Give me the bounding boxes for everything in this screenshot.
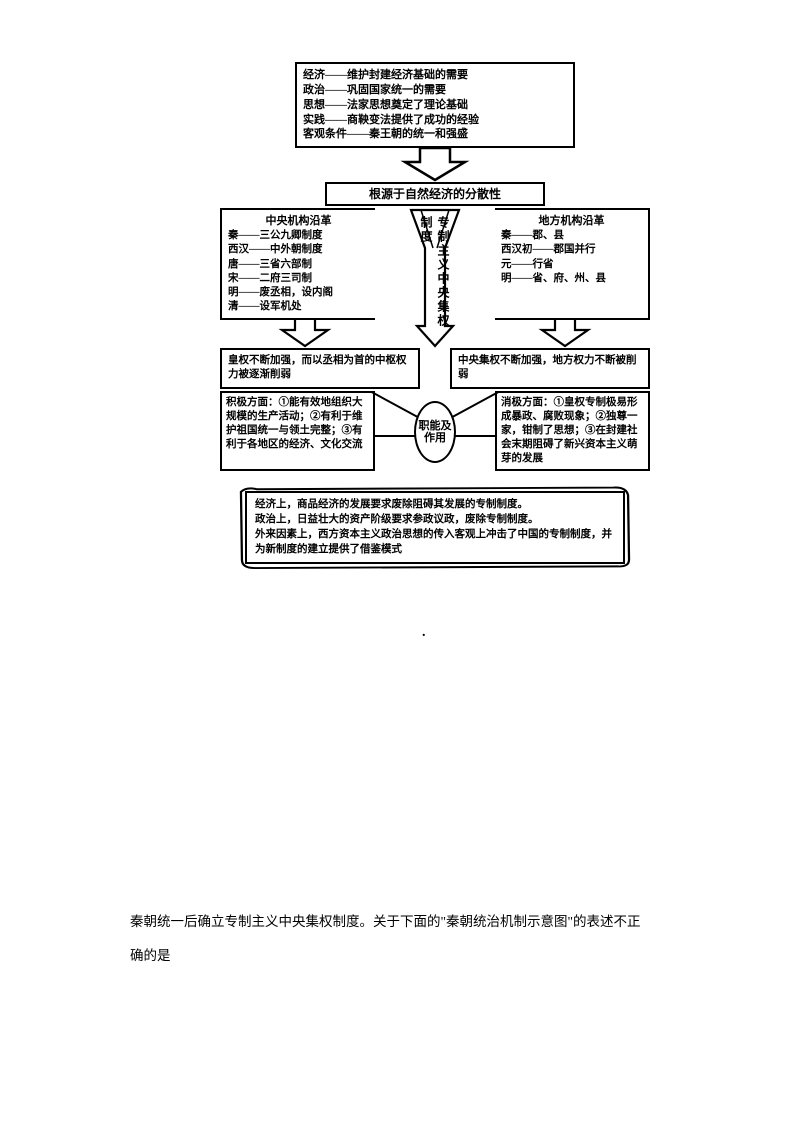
dynasty: 唐: [228, 259, 239, 270]
dynasty: 宋: [228, 273, 239, 284]
banner-line: 经济上，商品经济的发展要求废除阻碍其发展的专制制度。: [255, 498, 615, 513]
banner-line: 外来因素上，西方资本主义政治思想的传入客观上冲击了中国的专制制度，并为新制度的建…: [255, 528, 615, 557]
banner-line: 政治上，日益壮大的资产阶级要求参政议政，废除专制制度。: [255, 513, 615, 528]
local-title: 地方机构沿革: [501, 214, 642, 229]
positive-effects-box: 积极方面：①能有效地组织大规模的生产活动；②有利于维护祖国统一与领土完整；③有利…: [220, 391, 375, 472]
dynasty: 秦: [228, 230, 239, 241]
inst: 二府三司制: [260, 273, 313, 284]
cause-key: 政治: [303, 84, 325, 96]
cause-val: 法家思想奠定了理论基础: [347, 99, 468, 111]
inst: 三省六部制: [260, 259, 313, 270]
root-box: 根源于自然经济的分散性: [325, 182, 545, 206]
function-oval: 职能及作用: [414, 401, 456, 463]
inst: 设军机处: [260, 301, 302, 312]
causes-box: 经济——维护封建经济基础的需要 政治——巩固国家统一的需要 思想——法家思想奠定…: [295, 62, 575, 148]
result-right-text: 中央集权不断加强，地方权力不断被削弱: [458, 355, 637, 380]
cause-val: 巩固国家统一的需要: [347, 84, 446, 96]
funnel-icon: 专制主义中央集权制度: [405, 208, 465, 338]
question-line: 确的是: [130, 939, 700, 973]
result-left-text: 皇权不断加强，而以丞相为首的中枢权力被逐渐削弱: [228, 355, 407, 380]
result-left-box: 皇权不断加强，而以丞相为首的中枢权力被逐渐削弱: [220, 348, 420, 388]
inst: 中外朝制度: [270, 244, 323, 255]
root-text: 根源于自然经济的分散性: [369, 187, 501, 201]
central-institutions-box: 中央机构沿革 秦——三公九卿制度 西汉——中外朝制度 唐——三省六部制 宋——二…: [220, 208, 375, 320]
inst: 废丞相，设内阁: [260, 287, 334, 298]
stray-mark: .: [422, 625, 426, 641]
positive-text: 积极方面：①能有效地组织大规模的生产活动；②有利于维护祖国统一与领土完整；③有利…: [226, 397, 363, 451]
conclusion-banner: 经济上，商品经济的发展要求废除阻碍其发展的专制制度。 政治上，日益壮大的资产阶级…: [245, 491, 625, 564]
arrow-down-icon: [270, 318, 340, 348]
center-label: 专制主义中央集权制度: [418, 216, 452, 338]
dynasty: 秦: [501, 230, 512, 241]
inst: 三公九卿制度: [260, 230, 323, 241]
negative-text: 消极方面：①皇权专制极易形成暴政、腐败现象；②独尊一家，钳制了思想；③在封建社会…: [501, 397, 638, 465]
cause-key: 客观条件: [303, 128, 347, 140]
arrow-down-icon: [530, 318, 600, 348]
inst: 郡、县: [533, 230, 565, 241]
question-text: 秦朝统一后确立专制主义中央集权制度。关于下面的"秦朝统治机制示意图"的表述不正 …: [130, 905, 700, 973]
dynasty: 元: [501, 259, 512, 270]
inst: 郡国并行: [554, 244, 596, 255]
dynasty: 西汉: [228, 244, 249, 255]
dynasty: 西汉初: [501, 244, 533, 255]
central-title: 中央机构沿革: [228, 214, 369, 229]
dynasty: 明: [228, 287, 239, 298]
inst: 省、府、州、县: [533, 273, 607, 284]
inst: 行省: [533, 259, 554, 270]
result-right-box: 中央集权不断加强，地方权力不断被削弱: [450, 348, 650, 388]
question-line: 秦朝统一后确立专制主义中央集权制度。关于下面的"秦朝统治机制示意图"的表述不正: [130, 905, 700, 939]
dynasty: 明: [501, 273, 512, 284]
cause-key: 经济: [303, 69, 325, 81]
cause-val: 商鞅变法提供了成功的经验: [347, 114, 479, 126]
negative-effects-box: 消极方面：①皇权专制极易形成暴政、腐败现象；②独尊一家，钳制了思想；③在封建社会…: [495, 391, 650, 472]
arrow-down-icon: [385, 148, 485, 182]
cause-key: 实践: [303, 114, 325, 126]
cause-val: 维护封建经济基础的需要: [347, 69, 468, 81]
local-institutions-box: 地方机构沿革 秦——郡、县 西汉初——郡国并行 元——行省 明——省、府、州、县: [495, 208, 650, 320]
oval-text: 职能及作用: [416, 420, 454, 444]
dynasty: 清: [228, 301, 239, 312]
cause-key: 思想: [303, 99, 325, 111]
cause-val: 秦王朝的统一和强盛: [369, 128, 468, 140]
